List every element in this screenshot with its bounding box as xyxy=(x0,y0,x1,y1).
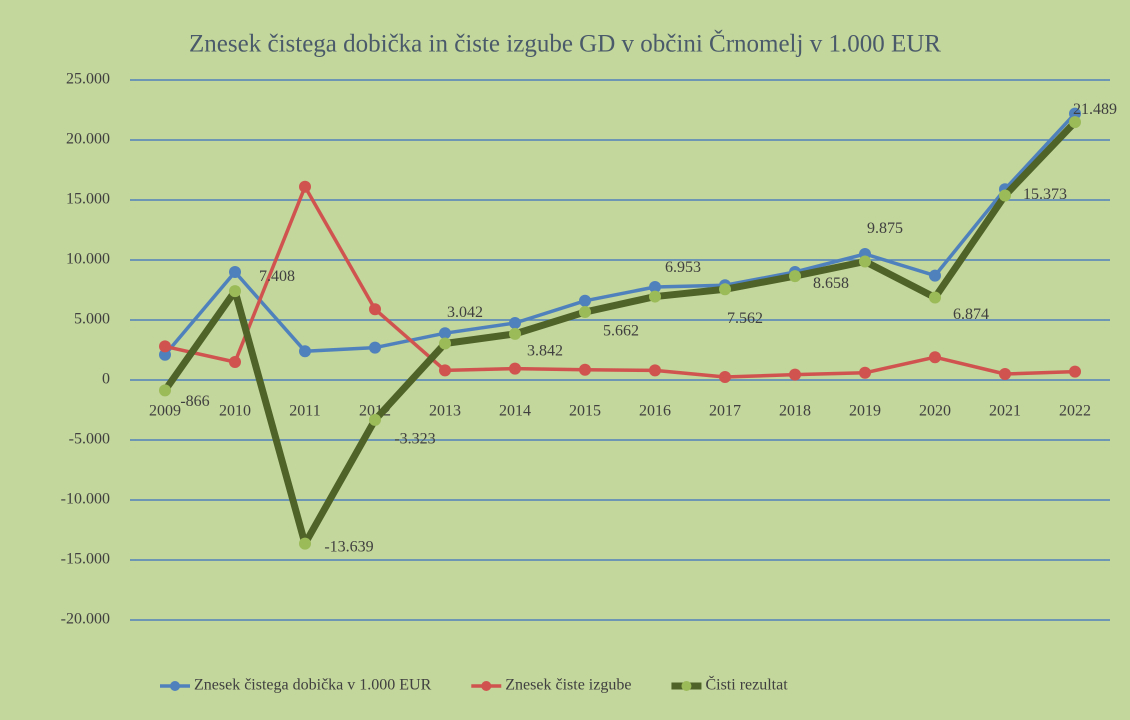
y-tick-label: 10.000 xyxy=(66,251,110,268)
point xyxy=(1069,107,1081,120)
y-tick-label: -20.000 xyxy=(61,611,110,628)
point xyxy=(299,537,311,550)
point xyxy=(229,266,241,278)
data-label: 7.562 xyxy=(727,310,763,327)
y-tick-label: -15.000 xyxy=(61,551,110,568)
legend-marker xyxy=(681,681,692,691)
data-label: -13.639 xyxy=(324,538,373,555)
legend-marker xyxy=(481,681,492,691)
point xyxy=(369,341,381,354)
legend-label: Čisti rezultat xyxy=(705,675,788,694)
point xyxy=(999,189,1011,202)
data-label: 7.408 xyxy=(259,268,295,285)
point xyxy=(369,303,381,316)
point xyxy=(999,368,1011,380)
point xyxy=(509,327,521,340)
point xyxy=(299,345,311,358)
point xyxy=(649,290,661,303)
x-tick-label: 2019 xyxy=(849,403,881,420)
point xyxy=(229,285,241,298)
point xyxy=(439,327,451,340)
point xyxy=(789,368,801,381)
y-tick-label: 15.000 xyxy=(66,191,110,208)
point xyxy=(1069,116,1081,129)
point xyxy=(929,269,941,282)
y-tick-label: -5.000 xyxy=(69,431,110,448)
data-label: 6.953 xyxy=(665,259,701,276)
series-line xyxy=(163,112,1077,356)
point xyxy=(929,291,941,304)
point xyxy=(649,364,661,377)
point xyxy=(229,356,241,368)
point xyxy=(439,364,451,377)
data-label: 3.842 xyxy=(527,343,563,360)
point xyxy=(859,255,871,268)
point xyxy=(579,306,591,319)
point xyxy=(579,294,591,307)
y-tick-label: -10.000 xyxy=(61,491,110,508)
data-label: 6.874 xyxy=(953,306,989,323)
data-label: -866 xyxy=(180,393,209,410)
point xyxy=(719,371,731,383)
point xyxy=(1069,365,1081,378)
point xyxy=(299,180,311,193)
x-tick-label: 2018 xyxy=(779,403,811,420)
data-label: 3.042 xyxy=(447,304,483,321)
point xyxy=(649,281,661,293)
legend-label: Znesek čistega dobička v 1.000 EUR xyxy=(194,677,432,694)
legend-label: Znesek čiste izgube xyxy=(505,677,631,694)
x-tick-label: 2016 xyxy=(639,403,671,420)
point xyxy=(929,351,941,364)
x-tick-label: 2022 xyxy=(1059,403,1091,420)
x-tick-label: 2009 xyxy=(149,403,181,420)
data-label: 15.373 xyxy=(1023,186,1067,203)
data-label: 5.662 xyxy=(603,323,639,340)
data-label: 9.875 xyxy=(867,220,903,237)
x-tick-label: 2014 xyxy=(499,403,531,420)
x-tick-label: 2010 xyxy=(219,403,251,420)
point xyxy=(509,362,521,375)
x-tick-label: 2011 xyxy=(289,403,320,420)
point xyxy=(159,340,171,353)
point xyxy=(159,384,171,397)
point xyxy=(509,317,521,329)
point xyxy=(719,283,731,296)
x-tick-label: 2020 xyxy=(919,403,951,420)
point xyxy=(789,270,801,283)
y-tick-label: 25.000 xyxy=(66,71,110,88)
point xyxy=(159,348,171,361)
data-label: -3.323 xyxy=(394,431,435,448)
point xyxy=(579,363,591,376)
data-label: 21.489 xyxy=(1073,101,1117,118)
series-line xyxy=(164,185,1076,379)
point xyxy=(439,337,451,350)
data-label: 8.658 xyxy=(813,275,849,292)
x-tick-label: 2021 xyxy=(989,403,1021,420)
point xyxy=(859,366,871,379)
x-tick-label: 2013 xyxy=(429,403,461,420)
legend-marker xyxy=(170,681,180,691)
y-tick-label: 20.000 xyxy=(66,131,110,148)
x-tick-label: 2017 xyxy=(709,403,741,420)
series-line xyxy=(162,119,1078,548)
y-tick-label: 5.000 xyxy=(74,311,110,328)
point xyxy=(369,413,381,426)
y-tick-label: 0 xyxy=(102,371,110,388)
chart-title: Znesek čistega dobička in čiste izgube G… xyxy=(189,30,941,58)
x-tick-label: 2015 xyxy=(569,403,601,420)
